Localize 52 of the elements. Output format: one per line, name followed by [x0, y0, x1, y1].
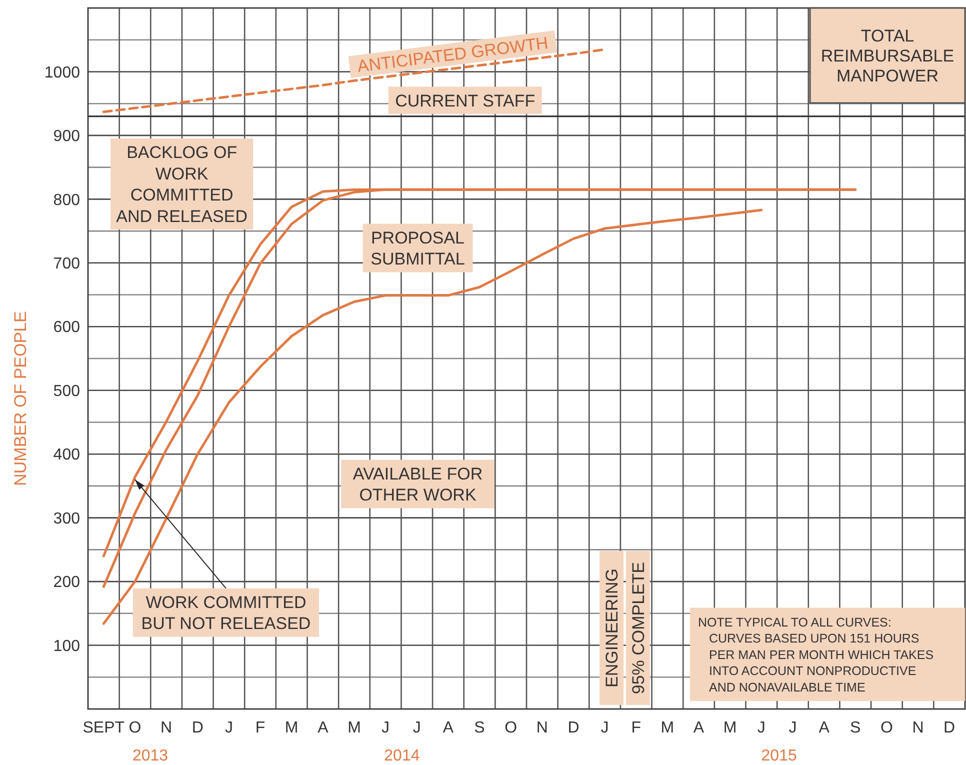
annotation: ENGINEERING — [602, 568, 622, 688]
x-tick-label: M — [723, 720, 737, 737]
x-tick-label: D — [192, 720, 204, 737]
x-tick-label: J — [412, 720, 421, 737]
annotation: 95% COMPLETE — [628, 562, 648, 694]
x-tick-label: S — [474, 720, 485, 737]
annotation: BACKLOG OF WORK COMMITTED AND RELEASED — [116, 143, 248, 226]
x-tick-label: O — [504, 720, 518, 737]
x-tick-label: J — [382, 720, 390, 737]
x-tick-label: A — [442, 720, 454, 737]
x-tick-label: D — [944, 720, 956, 737]
y-tick-label: 600 — [53, 319, 80, 336]
annotation: AVAILABLE FOR OTHER WORK — [352, 464, 483, 505]
y-tick-label: 300 — [53, 510, 80, 528]
y-tick-label: 900 — [53, 128, 80, 146]
x-tick-label: J — [600, 720, 609, 737]
x-tick-label: S — [850, 720, 861, 737]
y-tick-label: 400 — [53, 446, 80, 464]
y-axis-title: NUMBER OF PEOPLE — [10, 311, 30, 486]
y-tick-label: 1000 — [44, 64, 80, 82]
x-tick-label: F — [631, 720, 642, 737]
x-tick-label: J — [788, 720, 797, 737]
text: TOTAL REIMBURSABLE MANPOWER — [820, 26, 954, 86]
x-tick-label: D — [568, 720, 580, 737]
x-tick-label: M — [348, 720, 361, 737]
x-tick-label: A — [693, 720, 704, 737]
text: 2014 — [384, 748, 420, 765]
x-tick-label: A — [318, 720, 329, 737]
y-tick-label: 100 — [53, 638, 80, 655]
y-tick-label: 200 — [53, 574, 80, 592]
annotation: NOTE TYPICAL TO ALL CURVES: CURVES BASED UPON 151 HOURS PER MAN PER MONTH WHICH TAKES INTO ACCOUNT NONPRODUCTIVE AND NONAVAILABLE TIME — [698, 615, 934, 694]
annotation: PROPOSAL SUBMITTAL — [370, 228, 465, 269]
y-tick-label: 800 — [53, 192, 80, 209]
ref-line-label: CURRENT STAFF — [395, 91, 536, 110]
annotation: WORK COMMITTED BUT NOT RELEASED — [141, 592, 311, 634]
x-tick-label: J — [224, 720, 233, 737]
text: 2015 — [761, 748, 797, 765]
y-tick-label: 500 — [53, 382, 80, 400]
x-tick-label: SEPT — [82, 720, 125, 737]
x-tick-label: A — [818, 720, 830, 737]
x-tick-label: J — [757, 720, 766, 737]
text: ANTICIPATED GROWTH — [356, 33, 550, 76]
x-tick-label: N — [160, 720, 172, 737]
y-tick-label: 700 — [53, 256, 80, 273]
x-tick-label: M — [284, 720, 298, 737]
x-tick-label: M — [660, 720, 674, 737]
x-tick-label: N — [912, 720, 924, 737]
x-tick-label: O — [880, 720, 893, 737]
x-tick-label: N — [536, 720, 548, 737]
x-tick-label: F — [255, 720, 266, 737]
text: 2013 — [132, 748, 168, 765]
x-tick-label: O — [128, 720, 142, 737]
